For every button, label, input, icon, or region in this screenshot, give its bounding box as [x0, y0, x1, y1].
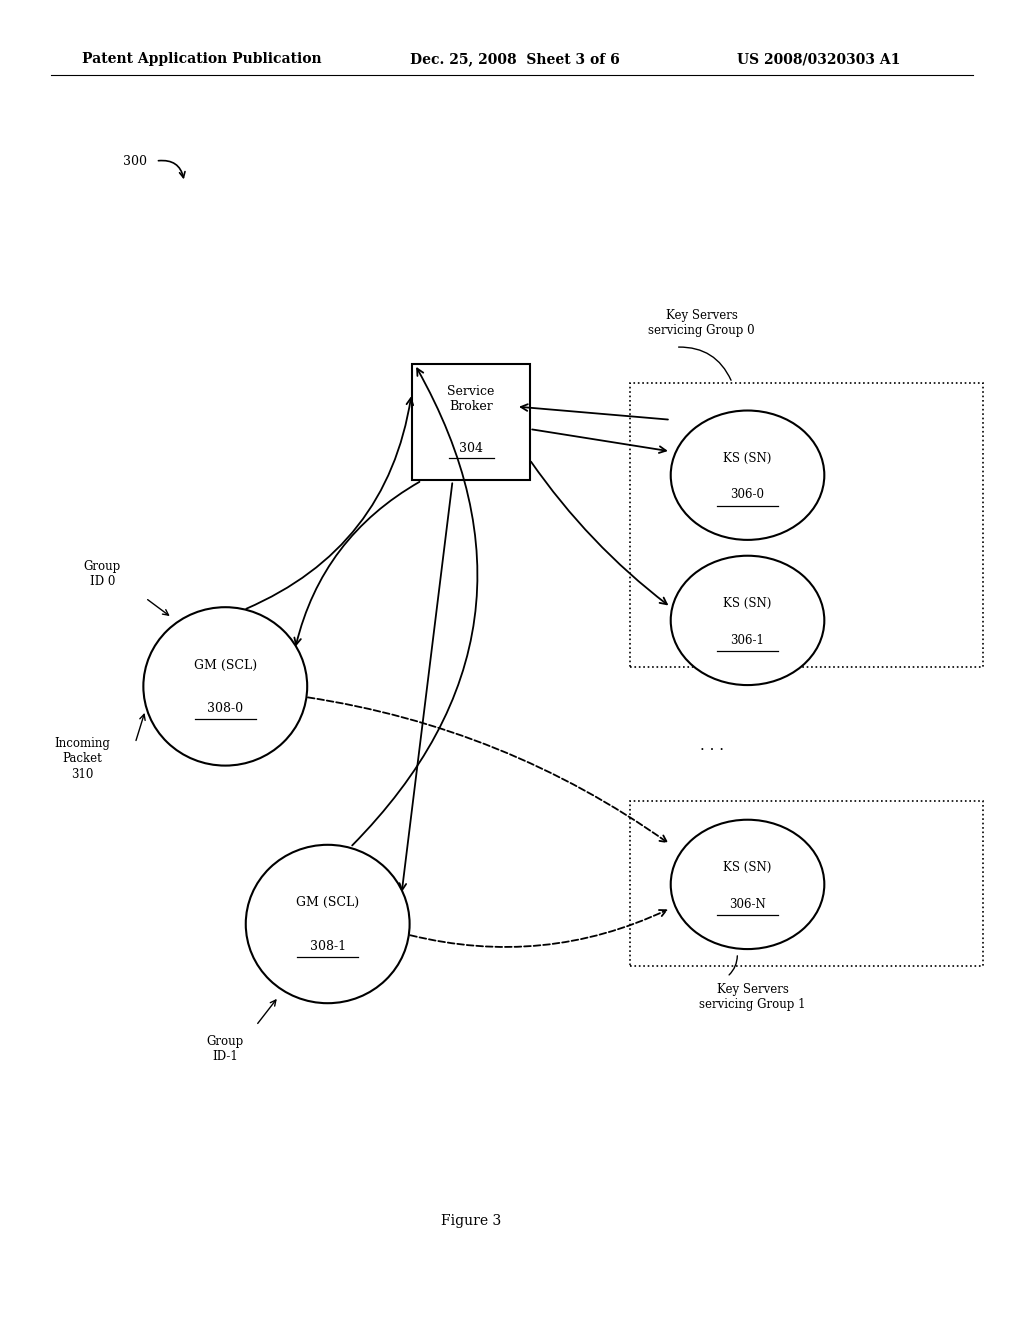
Text: GM (SCL): GM (SCL) — [194, 659, 257, 672]
Ellipse shape — [671, 411, 824, 540]
Text: KS (SN): KS (SN) — [723, 861, 772, 874]
Text: US 2008/0320303 A1: US 2008/0320303 A1 — [737, 53, 901, 66]
Text: Group
ID-1: Group ID-1 — [207, 1035, 244, 1064]
Text: GM (SCL): GM (SCL) — [296, 896, 359, 909]
Text: Group
ID 0: Group ID 0 — [84, 560, 121, 589]
Text: Patent Application Publication: Patent Application Publication — [82, 53, 322, 66]
Text: Figure 3: Figure 3 — [441, 1214, 501, 1228]
Text: KS (SN): KS (SN) — [723, 597, 772, 610]
Text: 308-0: 308-0 — [207, 702, 244, 715]
Text: 300: 300 — [123, 154, 146, 168]
FancyBboxPatch shape — [412, 364, 530, 480]
Text: Dec. 25, 2008  Sheet 3 of 6: Dec. 25, 2008 Sheet 3 of 6 — [410, 53, 620, 66]
Text: KS (SN): KS (SN) — [723, 451, 772, 465]
Text: . . .: . . . — [699, 739, 724, 752]
Ellipse shape — [246, 845, 410, 1003]
Text: 306-0: 306-0 — [730, 488, 765, 502]
Ellipse shape — [671, 556, 824, 685]
Text: 306-N: 306-N — [729, 898, 766, 911]
Text: Incoming
Packet
310: Incoming Packet 310 — [54, 738, 110, 780]
Ellipse shape — [143, 607, 307, 766]
Text: 306-1: 306-1 — [730, 634, 765, 647]
Ellipse shape — [671, 820, 824, 949]
Text: Key Servers
servicing Group 1: Key Servers servicing Group 1 — [699, 982, 806, 1011]
Text: Service
Broker: Service Broker — [447, 384, 495, 413]
Text: Key Servers
servicing Group 0: Key Servers servicing Group 0 — [648, 309, 755, 338]
Text: 304: 304 — [459, 442, 483, 455]
Text: 308-1: 308-1 — [309, 940, 346, 953]
